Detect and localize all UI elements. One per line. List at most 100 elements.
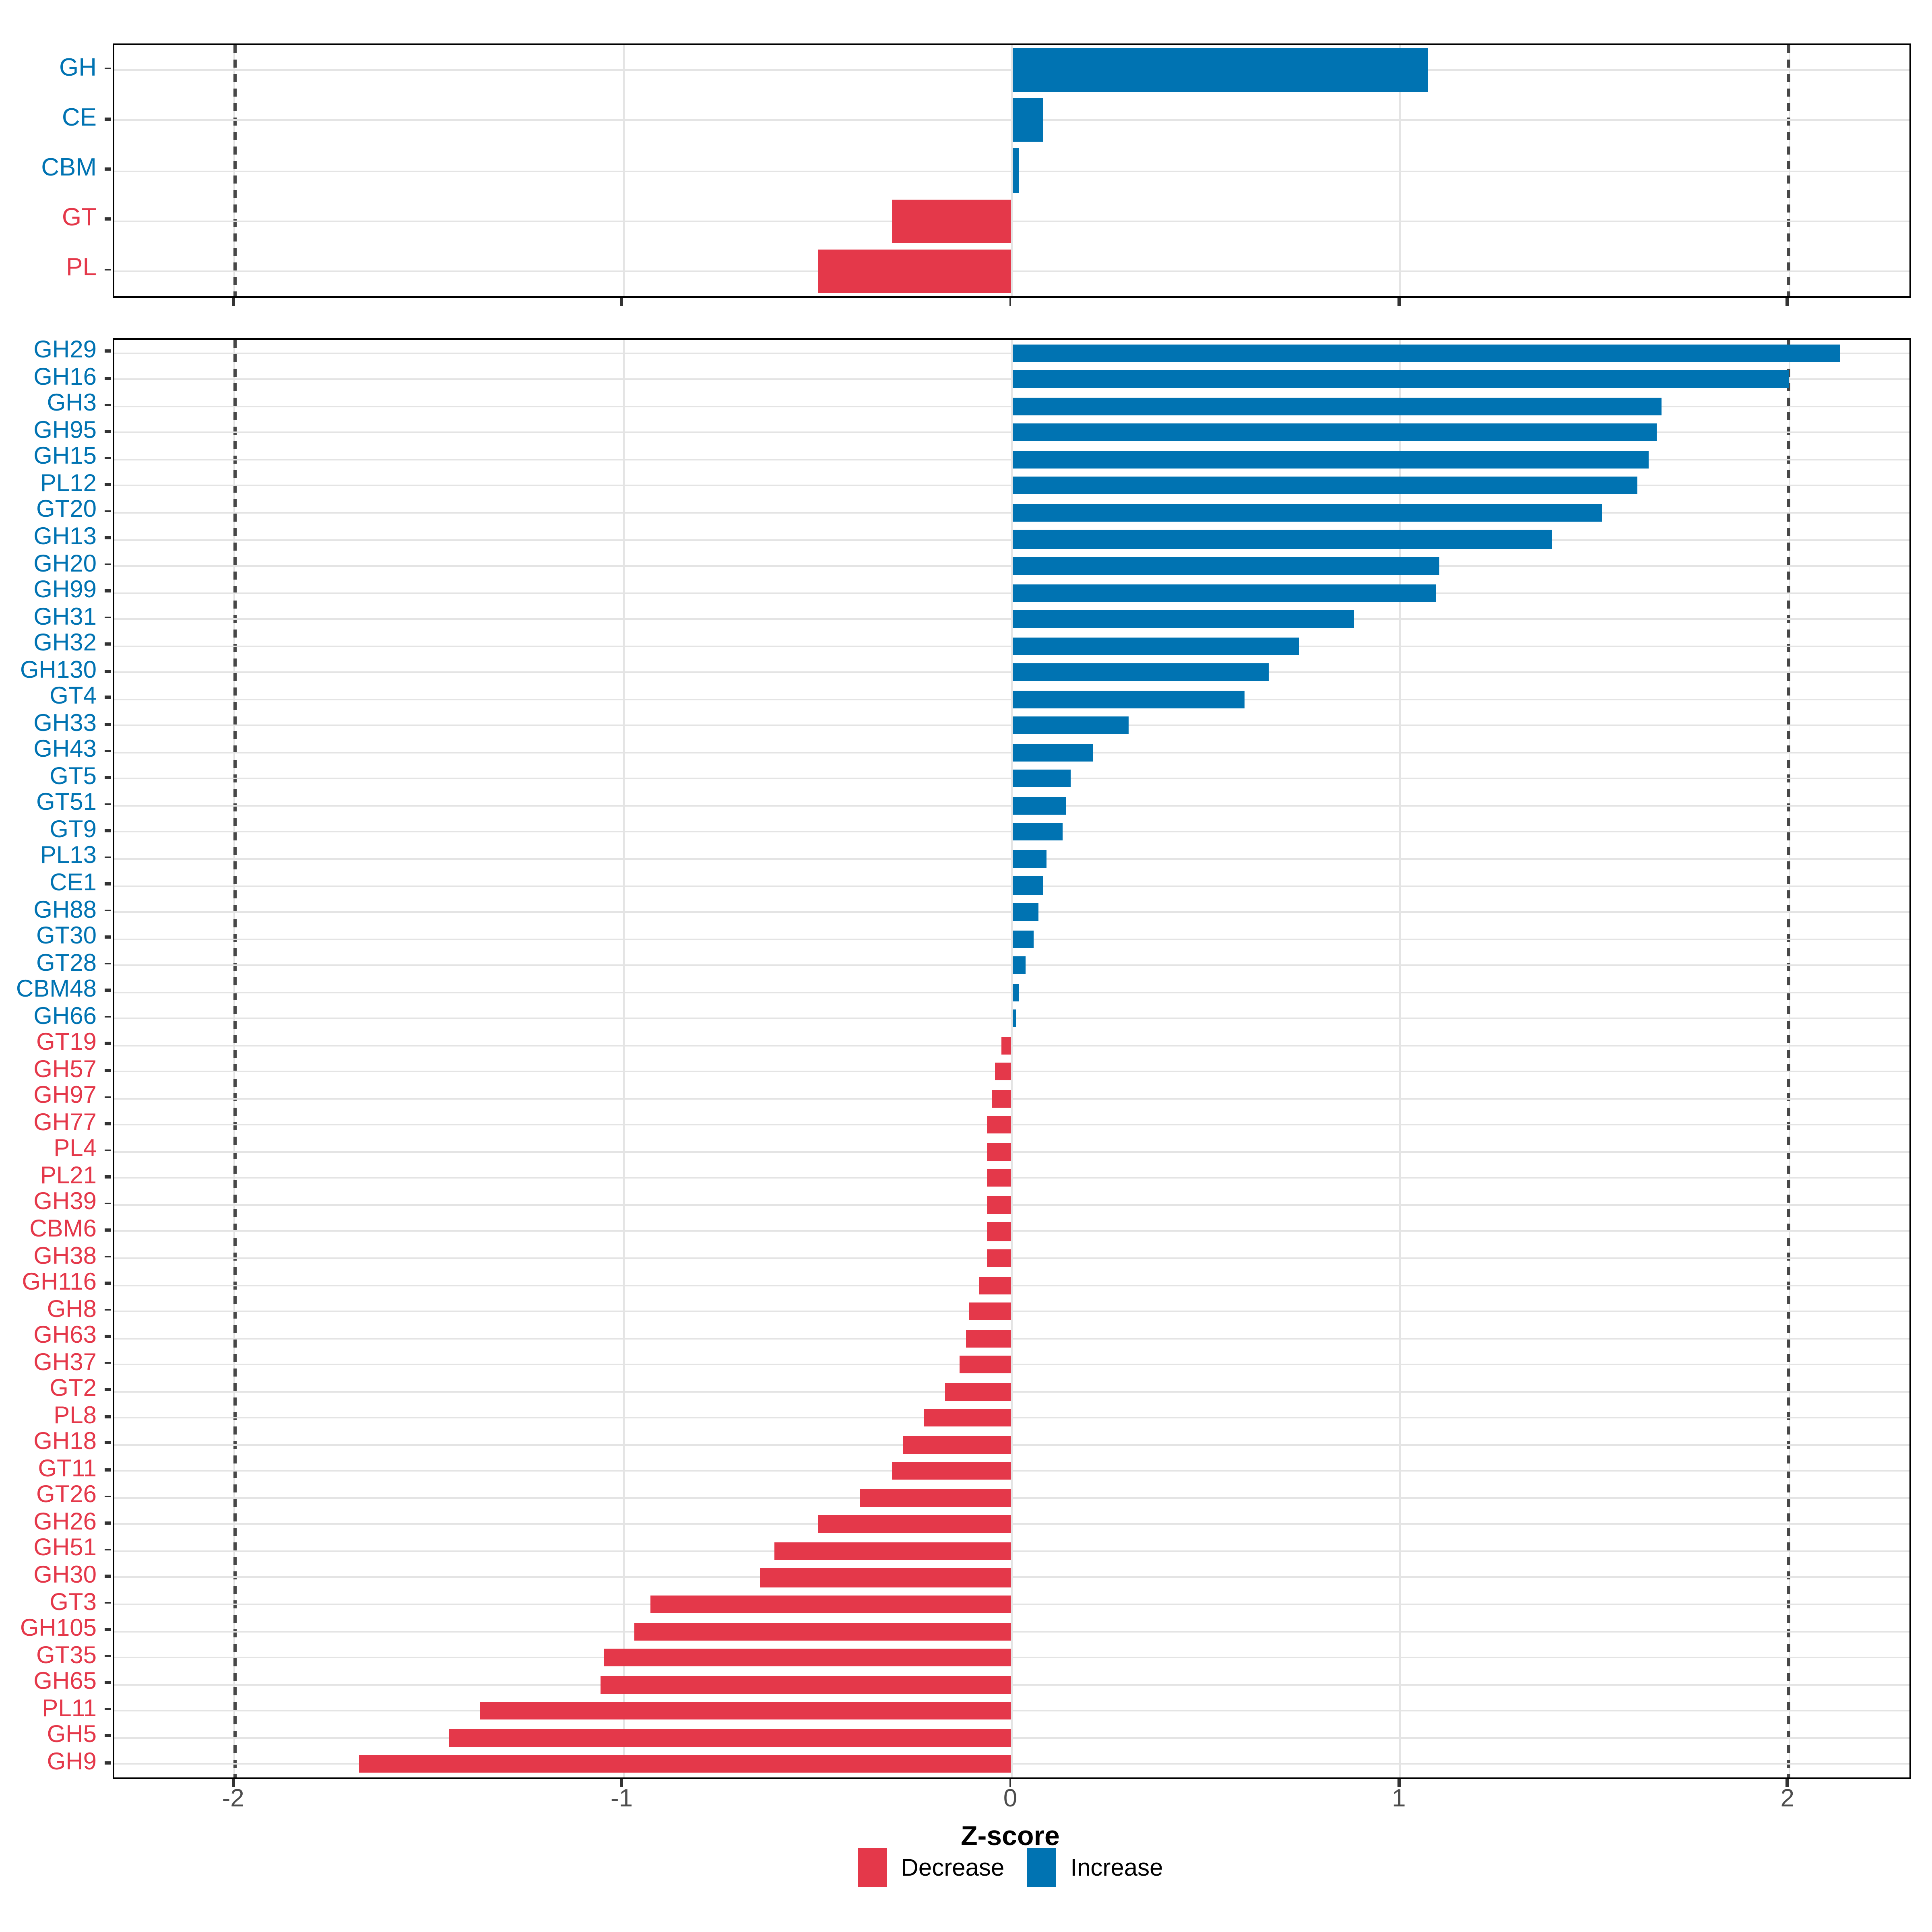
y-label-GH15: GH15 xyxy=(33,443,97,471)
y-tick xyxy=(105,1202,111,1205)
y-tick xyxy=(105,749,111,752)
vertical-gridline-1 xyxy=(1399,340,1402,1777)
y-label-GT5: GT5 xyxy=(50,763,97,791)
y-tick xyxy=(105,483,111,486)
bar-GH43 xyxy=(1012,743,1094,762)
bar-PL11 xyxy=(479,1702,1012,1720)
y-tick xyxy=(105,829,111,832)
bar-CE xyxy=(1012,98,1043,142)
bar-GH30 xyxy=(759,1569,1012,1587)
y-label-PL11: PL11 xyxy=(42,1695,97,1722)
bar-GH9 xyxy=(359,1755,1012,1773)
bar-GH32 xyxy=(1012,637,1300,655)
bar-CBM xyxy=(1012,149,1020,193)
bar-CBM48 xyxy=(1012,983,1020,1001)
horizontal-gridline xyxy=(114,1124,1909,1126)
x-tick-0 xyxy=(1009,1779,1012,1787)
y-label-GT30: GT30 xyxy=(36,923,97,950)
y-label-GH130: GH130 xyxy=(20,656,97,684)
y-tick xyxy=(105,510,111,513)
bar-GH xyxy=(1012,48,1428,92)
y-label-GH116: GH116 xyxy=(22,1269,97,1296)
x-tick--1 xyxy=(620,298,623,306)
y-label-GT: GT xyxy=(62,204,97,232)
bar-GT35 xyxy=(604,1649,1012,1667)
y-label-GT11: GT11 xyxy=(38,1455,97,1483)
y-label-GT4: GT4 xyxy=(50,683,97,710)
bar-GT26 xyxy=(860,1489,1012,1507)
bar-GH116 xyxy=(978,1276,1012,1294)
y-label-GH26: GH26 xyxy=(33,1508,97,1536)
y-label-GT19: GT19 xyxy=(36,1029,97,1057)
y-tick xyxy=(105,1441,111,1445)
bar-GT9 xyxy=(1012,823,1063,841)
y-tick xyxy=(105,167,111,171)
y-label-GH3: GH3 xyxy=(47,390,97,418)
bar-GH88 xyxy=(1012,903,1039,921)
bar-GH66 xyxy=(1012,1009,1017,1028)
y-label-PL13: PL13 xyxy=(40,842,97,870)
horizontal-gridline xyxy=(114,1710,1909,1712)
bar-GH16 xyxy=(1012,371,1789,389)
y-label-GT51: GT51 xyxy=(36,789,97,817)
horizontal-gridline xyxy=(114,1071,1909,1073)
y-label-GT2: GT2 xyxy=(50,1375,97,1403)
y-tick xyxy=(105,803,111,805)
x-tick-1 xyxy=(1397,1779,1400,1787)
y-label-GH51: GH51 xyxy=(33,1535,97,1563)
bar-GH51 xyxy=(775,1542,1012,1560)
bar-GH105 xyxy=(635,1622,1012,1640)
x-tick-label-0: 0 xyxy=(1003,1785,1018,1813)
bar-GH99 xyxy=(1012,584,1436,602)
y-tick xyxy=(105,218,111,221)
bar-GH18 xyxy=(903,1435,1012,1454)
horizontal-gridline xyxy=(114,1044,1909,1046)
bar-GH77 xyxy=(987,1116,1012,1134)
horizontal-gridline xyxy=(114,1098,1909,1100)
y-label-CBM6: CBM6 xyxy=(29,1215,97,1243)
y-label-PL12: PL12 xyxy=(40,470,97,497)
y-label-GH99: GH99 xyxy=(33,576,97,604)
bar-CBM6 xyxy=(987,1222,1012,1241)
bar-GH39 xyxy=(987,1196,1012,1214)
decrease-swatch-icon xyxy=(857,1848,887,1887)
y-label-GT28: GT28 xyxy=(36,949,97,977)
y-tick xyxy=(105,696,111,699)
y-label-PL21: PL21 xyxy=(40,1162,97,1190)
bar-GT20 xyxy=(1012,504,1603,522)
x-axis-title: Z-score xyxy=(961,1821,1060,1852)
horizontal-gridline xyxy=(114,1204,1909,1206)
y-tick xyxy=(105,1228,111,1232)
y-tick xyxy=(105,909,111,912)
bar-GT xyxy=(891,199,1012,243)
x-tick--2 xyxy=(232,1779,235,1787)
y-tick xyxy=(105,1415,111,1418)
bar-GH3 xyxy=(1012,397,1661,415)
y-tick xyxy=(105,882,111,886)
horizontal-gridline xyxy=(114,270,1909,272)
y-label-GH20: GH20 xyxy=(33,550,97,578)
y-tick xyxy=(105,669,111,672)
x-tick-label--1: -1 xyxy=(611,1785,633,1813)
y-tick xyxy=(105,590,111,592)
y-tick xyxy=(105,1495,111,1498)
y-label-PL4: PL4 xyxy=(54,1135,97,1163)
y-label-PL8: PL8 xyxy=(54,1402,97,1429)
y-tick xyxy=(105,1601,111,1604)
bar-PL12 xyxy=(1012,477,1638,495)
x-tick-1 xyxy=(1397,298,1400,306)
bar-GH26 xyxy=(817,1515,1012,1534)
y-tick xyxy=(105,403,111,406)
y-label-GT9: GT9 xyxy=(50,816,97,844)
horizontal-gridline xyxy=(114,1151,1909,1153)
y-tick xyxy=(105,456,111,459)
horizontal-gridline xyxy=(114,1736,1909,1738)
horizontal-gridline xyxy=(114,1311,1909,1313)
y-tick xyxy=(105,616,111,619)
horizontal-gridline xyxy=(114,220,1909,222)
horizontal-gridline xyxy=(114,1177,1909,1179)
horizontal-gridline xyxy=(114,1364,1909,1366)
y-label-GH32: GH32 xyxy=(33,630,97,657)
bar-PL8 xyxy=(924,1409,1012,1427)
